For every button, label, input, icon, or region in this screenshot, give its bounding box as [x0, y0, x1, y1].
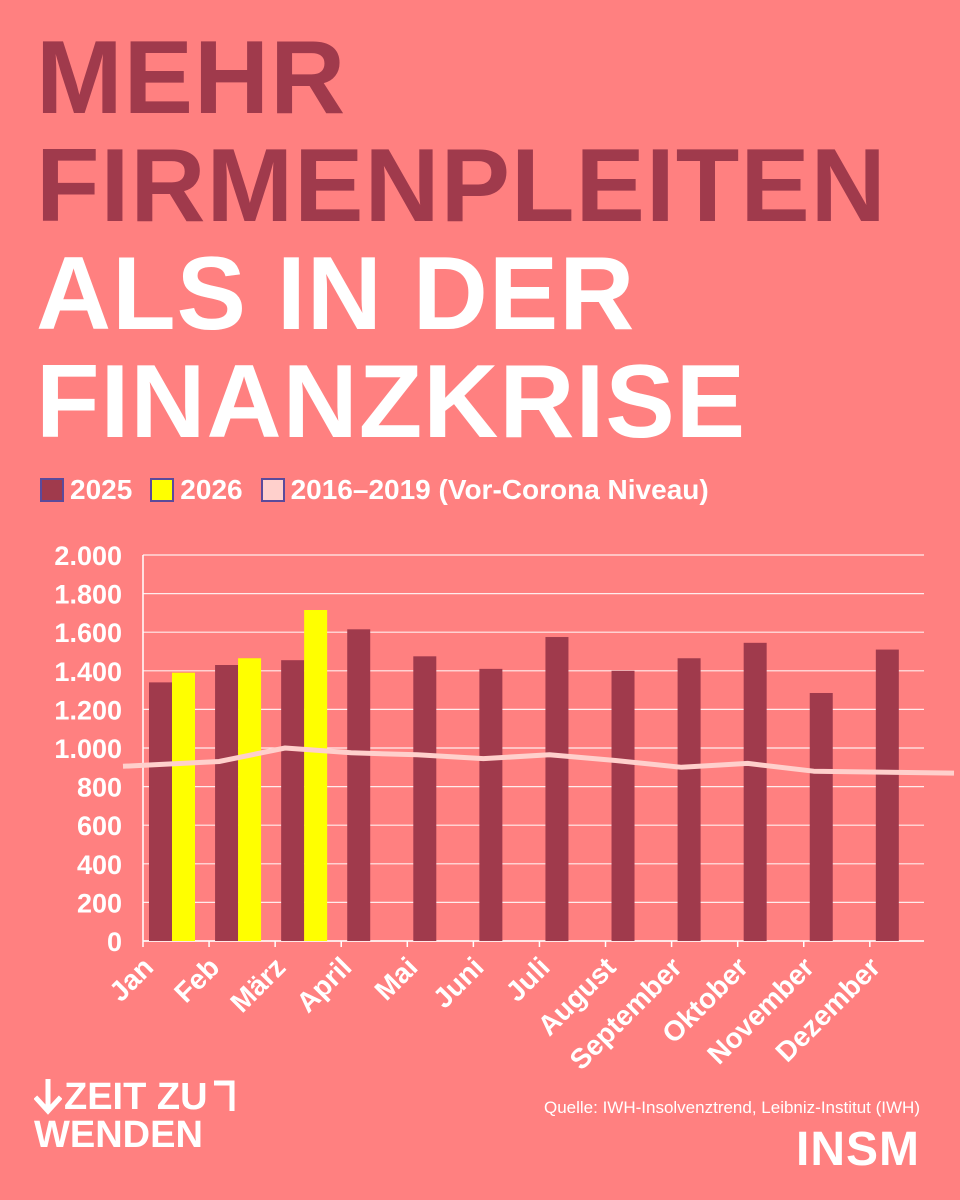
legend-item-2026: 2026	[150, 474, 243, 506]
x-tick-label: Feb	[168, 951, 225, 1008]
y-tick-label: 2.000	[54, 541, 122, 571]
bar-2025	[743, 642, 767, 941]
logo-line-1: ZEIT ZU	[64, 1076, 208, 1118]
y-tick-label: 1.400	[54, 657, 122, 687]
chart-legend: 2025 2026 2016–2019 (Vor-Corona Niveau)	[40, 470, 717, 510]
page-title: MEHR FIRMENPLEITEN ALS IN DER FINANZKRIS…	[36, 24, 887, 456]
bar-2025	[677, 658, 701, 941]
legend-label-2025: 2025	[70, 474, 133, 505]
bar-2025	[215, 665, 239, 941]
x-tick-label: März	[224, 951, 291, 1018]
bar-2025	[809, 692, 833, 941]
y-tick-label: 400	[77, 850, 122, 880]
y-tick-label: 800	[77, 773, 122, 803]
bar-2025	[347, 629, 371, 941]
y-tick-label: 1.800	[54, 580, 122, 610]
logo-line-2: WENDEN	[34, 1114, 203, 1156]
bar-2026	[172, 672, 195, 941]
bar-2025	[479, 668, 503, 941]
insm-logo: INSM	[796, 1123, 920, 1176]
bar-2025	[281, 660, 305, 941]
title-line-2: FIRMENPLEITEN	[36, 128, 887, 244]
arrow-down-icon	[34, 1079, 62, 1115]
legend-swatch-baseline	[260, 478, 285, 502]
bar-2025	[545, 637, 569, 941]
insolvency-chart: 0 200 400 600 800 1.000 1.200 1.400 1.600 1.800 2.…	[54, 541, 955, 1076]
source-note: Quelle: IWH-Insolvenztrend, Leibniz-Inst…	[543, 1098, 920, 1117]
x-tick-label: Juli	[500, 951, 556, 1007]
x-tick-label: Juni	[427, 951, 490, 1014]
legend-swatch-2025	[40, 478, 64, 502]
legend-item-baseline: 2016–2019 (Vor-Corona Niveau)	[260, 474, 709, 506]
y-tick-label: 1.600	[54, 618, 122, 648]
bar-2025	[413, 656, 437, 941]
bar-2025	[611, 670, 635, 941]
x-tick-label: Mai	[369, 951, 424, 1006]
legend-item-2025: 2025	[40, 474, 132, 506]
zeit-zu-wenden-logo: ZEIT ZU WENDEN	[34, 1078, 240, 1154]
title-line-4: FINANZKRISE	[36, 344, 747, 460]
y-tick-label: 0	[107, 927, 122, 957]
x-tick-label: April	[290, 951, 357, 1018]
legend-label-baseline: 2016–2019 (Vor-Corona Niveau)	[290, 474, 709, 505]
x-tick-label: Jan	[103, 951, 159, 1007]
y-tick-label: 200	[77, 888, 122, 918]
y-tick-label: 600	[77, 811, 122, 841]
legend-swatch-2026	[150, 478, 175, 502]
y-tick-label: 1.000	[54, 734, 122, 764]
bar-2025	[149, 682, 172, 941]
bar-2026	[304, 610, 328, 941]
title-line-3: ALS IN DER	[36, 236, 636, 352]
bar-2025	[875, 649, 899, 941]
line-baseline-2016-2019	[122, 745, 955, 776]
legend-label-2026: 2026	[180, 474, 243, 505]
corner-arrow-icon	[213, 1080, 235, 1111]
title-line-1: MEHR	[36, 20, 347, 136]
bar-2026	[238, 658, 262, 941]
y-tick-label: 1.200	[54, 695, 122, 725]
